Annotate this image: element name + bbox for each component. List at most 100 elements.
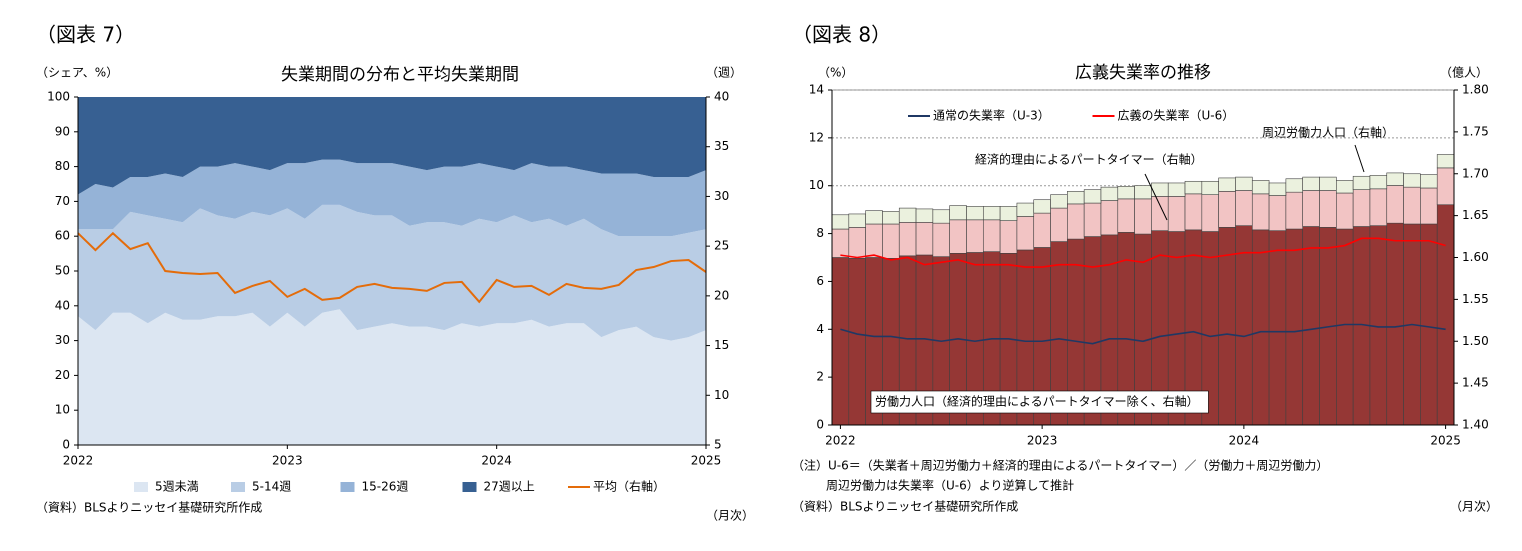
y-tick-label: 20 — [55, 368, 70, 382]
arrow — [1354, 144, 1365, 173]
y2-tick-label: 1.55 — [1462, 292, 1489, 306]
bar-segment — [1285, 178, 1304, 193]
y-tick-label: 10 — [809, 178, 824, 192]
annotation: 経済的理由によるパートタイマー（右軸） — [975, 152, 1203, 167]
bar-segment — [898, 222, 917, 257]
bar-segment — [882, 211, 900, 225]
area — [78, 159, 706, 237]
y-tick-label: 70 — [55, 194, 70, 208]
bar-segment — [831, 257, 850, 426]
bar-segment — [865, 210, 883, 225]
y2-tick-label: 5 — [714, 438, 722, 452]
y2-tick-label: 25 — [714, 239, 729, 253]
x-tick-label: 2023 — [1027, 434, 1058, 448]
y2-tick-label: 10 — [714, 388, 729, 402]
area — [78, 309, 706, 445]
x-tick-label: 2025 — [1430, 434, 1461, 448]
x-tick-label: 2022 — [63, 454, 94, 468]
bar-segment — [1167, 182, 1186, 197]
bar-segment — [949, 219, 967, 254]
bar-segment — [1420, 174, 1438, 189]
bar-segment — [1151, 182, 1169, 197]
bar-segment — [1235, 225, 1253, 426]
y-tick-label: 6 — [816, 274, 824, 288]
bar-segment — [915, 208, 934, 223]
bar-segment — [1067, 203, 1085, 240]
figure-label: （図表 8） — [792, 23, 891, 47]
bar-segment — [1436, 154, 1455, 169]
bar-segment — [1268, 195, 1287, 231]
bar-segment — [1420, 187, 1438, 225]
bar-segment — [1352, 189, 1371, 227]
bar-segment — [1386, 172, 1404, 186]
y2-tick-label: 1.45 — [1462, 376, 1489, 390]
y-tick-label: 2 — [816, 370, 824, 384]
bar-segment — [1083, 189, 1102, 204]
bar-segment — [1302, 190, 1320, 227]
bar-segment — [1285, 191, 1304, 230]
bar-segment — [1083, 202, 1102, 237]
x-axis-label: （月次） — [1450, 500, 1498, 514]
chart-title: 広義失業率の推移 — [1075, 63, 1211, 83]
x-tick-label: 2024 — [1229, 434, 1260, 448]
y-axis-label: （%） — [818, 66, 853, 80]
bar-segment — [1251, 193, 1270, 231]
bar-segment — [1033, 212, 1051, 248]
x-tick-label: 2022 — [825, 434, 856, 448]
legend-label: 広義の失業率（U-6） — [1118, 108, 1235, 123]
line — [77, 231, 707, 304]
bar-segment — [1184, 193, 1203, 231]
bar-segment — [1302, 176, 1320, 191]
y2-tick-label: 20 — [714, 288, 729, 302]
bar-segment — [1369, 175, 1388, 190]
bar-segment — [1369, 188, 1388, 226]
bar-segment — [932, 222, 950, 257]
y2-tick-label: 1.75 — [1462, 124, 1489, 138]
bar-segment — [966, 219, 984, 253]
bar-segment — [848, 213, 866, 228]
bar-segment — [1268, 182, 1287, 196]
x-tick-label: 2023 — [272, 454, 303, 468]
y-tick-label: 80 — [55, 159, 70, 173]
bar-segment — [1100, 186, 1119, 201]
y-tick-label: 0 — [62, 438, 70, 452]
y-tick-label: 50 — [55, 264, 70, 278]
area — [78, 204, 706, 341]
bar-segment — [1167, 196, 1186, 232]
legend-swatch — [340, 482, 355, 492]
line — [840, 237, 1446, 268]
y2-tick-label: 1.40 — [1462, 418, 1489, 432]
y-tick-label: 40 — [55, 298, 70, 312]
legend-label: 27週以上 — [484, 480, 535, 494]
bar-segment — [982, 206, 1001, 221]
bar-segment — [1050, 207, 1068, 242]
bar-segment — [1100, 200, 1119, 236]
bar-segment — [1302, 226, 1320, 426]
y-tick-label: 12 — [809, 130, 824, 144]
legend-label: 5週未満 — [155, 480, 199, 494]
bar-segment — [831, 228, 850, 258]
legend-label: 5-14週 — [252, 480, 291, 494]
bar-segment — [1386, 222, 1404, 426]
bar-segment — [1436, 204, 1455, 426]
legend-label: 平均（右軸） — [593, 479, 665, 494]
arrow — [1144, 173, 1168, 221]
y-tick-label: 14 — [809, 83, 824, 97]
source: （資料）BLSよりニッセイ基礎研究所作成 — [36, 500, 262, 515]
bar-segment — [966, 206, 984, 221]
y2-tick-label: 1.80 — [1462, 83, 1489, 97]
y2-tick-label: 30 — [714, 189, 729, 203]
bar-segment — [865, 223, 883, 258]
y-tick-label: 30 — [55, 333, 70, 347]
y-axis-label: （シェア、%） — [36, 66, 118, 80]
x-axis-label: （月次） — [706, 509, 754, 523]
note: （注）U-6＝（失業者＋周辺労働力＋経済的理由によるパートタイマー）／（労働力＋… — [792, 458, 1328, 473]
legend-label: 15-26週 — [362, 480, 409, 494]
y2-tick-label: 1.50 — [1462, 334, 1489, 348]
legend-swatch — [231, 482, 245, 492]
bar-segment — [1319, 176, 1337, 191]
bar-segment — [999, 206, 1018, 221]
bar-segment — [1218, 177, 1236, 192]
bar-segment — [848, 258, 866, 426]
bar-segment — [1235, 190, 1253, 226]
